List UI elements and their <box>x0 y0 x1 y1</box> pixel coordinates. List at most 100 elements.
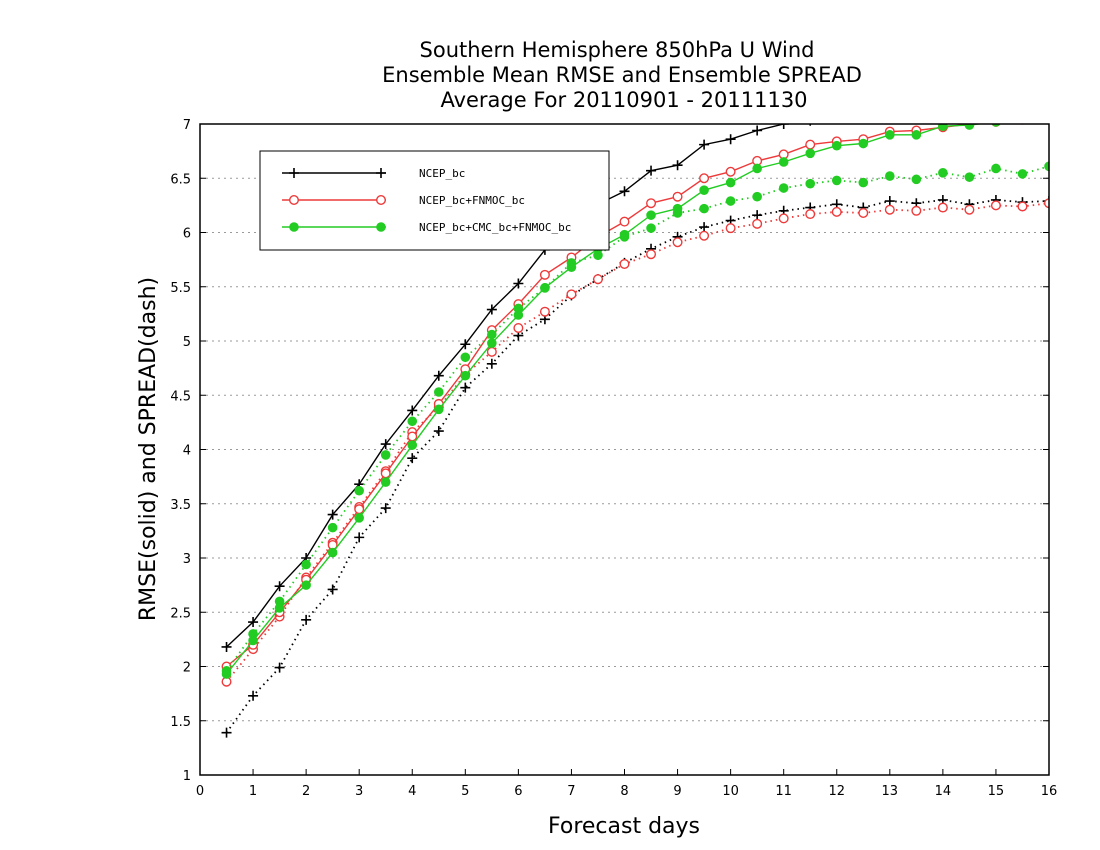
spread-point <box>805 178 816 189</box>
spread-point <box>380 503 391 514</box>
spread-point <box>725 223 736 234</box>
rmse-point <box>858 138 869 149</box>
spread-point <box>805 209 816 220</box>
y-tick-label: 5.5 <box>170 281 191 296</box>
rmse-point <box>699 139 710 150</box>
rmse-point <box>991 124 1001 127</box>
spread-point <box>699 230 710 241</box>
rmse-point <box>407 405 418 416</box>
rmse-point <box>778 124 789 129</box>
x-tick-label: 15 <box>988 784 1005 799</box>
spread-point <box>938 168 948 178</box>
rmse-line <box>226 124 790 648</box>
rmse-point <box>752 163 762 174</box>
y-tick-label: 5 <box>183 335 191 350</box>
rmse-point <box>327 547 338 558</box>
spread-point <box>858 207 869 218</box>
rmse-point <box>646 198 657 209</box>
rmse-point <box>354 513 364 523</box>
x-tick-label: 8 <box>620 784 628 799</box>
rmse-point <box>964 124 975 130</box>
rmse-point <box>964 102 974 112</box>
rmse-point <box>646 210 656 220</box>
x-tick-label: 10 <box>722 784 739 799</box>
spread-point <box>858 177 869 188</box>
x-tick-label: 4 <box>408 784 416 799</box>
spread-point <box>592 274 603 285</box>
spread-point <box>380 450 391 460</box>
y-tick-label: 7 <box>183 118 191 133</box>
rmse-point <box>938 124 948 131</box>
rmse-point <box>885 108 895 118</box>
spread-point <box>911 205 922 216</box>
spread-point <box>327 584 338 595</box>
rmse-point <box>380 468 391 479</box>
y-tick-label: 6 <box>183 227 191 242</box>
legend-entry: NCEP_bc+FNMOC_bc <box>282 194 525 207</box>
rmse-point <box>513 278 524 289</box>
axis-ticks: 11.522.533.544.555.566.570 1 2 3 4 5 6 7 8 9 10 11 1… <box>170 118 1057 799</box>
x-tick-label: 3 <box>355 784 363 799</box>
rmse-point <box>725 134 736 145</box>
rmse-point <box>672 160 683 171</box>
rmse-point <box>672 191 683 202</box>
rmse-point <box>407 431 418 442</box>
rmse-point <box>327 509 338 520</box>
rmse-point <box>487 338 497 348</box>
spread-point <box>407 453 418 464</box>
rmse-point <box>911 130 922 140</box>
spread-point <box>248 690 259 701</box>
rmse-point <box>221 669 232 679</box>
spread-point <box>460 382 471 393</box>
rmse-point <box>513 310 524 320</box>
spread-point <box>433 426 444 437</box>
rmse-point <box>433 404 444 415</box>
rmse-point <box>991 99 1001 109</box>
rmse-point <box>699 173 710 184</box>
rmse-point <box>354 504 365 515</box>
rmse-point <box>380 439 391 450</box>
spread-line <box>225 202 1049 683</box>
spread-point <box>699 222 710 233</box>
rmse-point <box>938 104 948 114</box>
y-tick-label: 1 <box>183 769 191 784</box>
y-tick-label: 2 <box>183 661 191 676</box>
spread-point <box>911 174 922 185</box>
rmse-point <box>619 216 630 227</box>
y-tick-label: 1.5 <box>170 715 191 730</box>
chart-title-line-3: Average For 20110901 - 20111130 <box>440 88 807 112</box>
rmse-point <box>380 477 391 487</box>
spread-line <box>225 199 1049 734</box>
legend-label: NCEP_bc+CMC_bc+FNMOC_bc <box>419 221 571 234</box>
rmse-point <box>832 114 842 124</box>
rmse-point <box>248 617 259 628</box>
rmse-point <box>885 130 895 140</box>
spread-point <box>433 387 444 397</box>
spread-point <box>752 218 763 229</box>
spread-point <box>619 258 630 269</box>
spread-point <box>831 206 842 217</box>
x-tick-label: 6 <box>514 784 522 799</box>
legend-label: NCEP_bc+FNMOC_bc <box>419 194 525 207</box>
spread-point <box>937 202 948 213</box>
spread-point <box>646 223 656 233</box>
spread-point <box>990 200 1001 211</box>
legend-entry: NCEP_bc <box>282 167 465 180</box>
series-spread <box>221 161 1049 676</box>
rmse-point <box>858 110 868 120</box>
spread-point <box>221 727 232 738</box>
rmse-point <box>672 203 683 214</box>
legend-marker <box>289 168 299 178</box>
spread-point <box>778 183 789 193</box>
spread-line <box>225 165 1049 672</box>
spread-point <box>486 346 497 357</box>
spread-point <box>884 196 895 207</box>
spread-point <box>672 237 683 248</box>
spread-point <box>991 163 1001 174</box>
rmse-point <box>566 262 577 273</box>
series-spread <box>221 198 1049 687</box>
spread-point <box>778 213 789 224</box>
rmse-point <box>221 641 232 652</box>
legend-entry: NCEP_bc+CMC_bc+FNMOC_bc <box>282 221 571 234</box>
spread-point <box>539 306 550 317</box>
